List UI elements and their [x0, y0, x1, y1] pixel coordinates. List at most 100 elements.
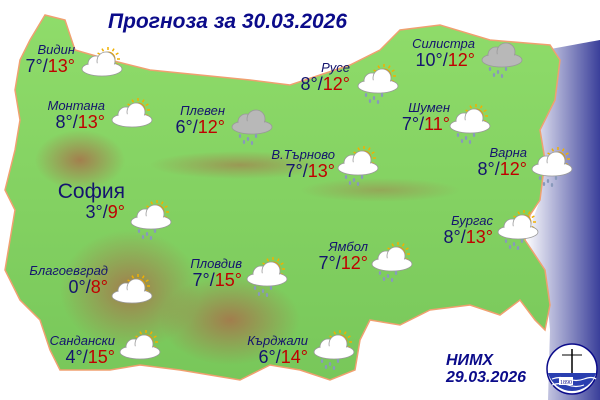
city-name: София: [57, 180, 125, 203]
raindrops-icon: [504, 239, 524, 250]
city-name: Русе: [321, 60, 350, 75]
temperature-range: 7°/13°: [285, 161, 335, 181]
min-temp: 7°: [401, 114, 420, 134]
city-name: Варна: [489, 145, 527, 160]
min-temp: 3°: [85, 202, 103, 222]
temperature-range: 8°/13°: [55, 112, 105, 132]
min-temp: 7°: [25, 56, 43, 76]
partly-cloudy-rain-weather-icon: [494, 208, 542, 250]
max-temp: 13°: [307, 161, 335, 181]
cloud-icon: [119, 334, 161, 360]
raindrops-icon: [488, 67, 508, 78]
min-temp: 6°: [175, 117, 193, 137]
partly-cloudy-rain-weather-icon: [127, 198, 175, 240]
temperature-range: 8°/12°: [477, 159, 527, 179]
cloud-icon: [481, 42, 523, 68]
raindrops-icon: [238, 134, 258, 145]
partly-cloudy-rain-weather-icon: [528, 145, 576, 187]
temperature-range: 8°/13°: [443, 227, 493, 247]
temperature-range: 7°/13°: [25, 56, 75, 76]
partly-cloudy-weather-icon: [108, 272, 156, 314]
max-temp: 12°: [447, 50, 475, 70]
max-temp: 11°: [424, 114, 450, 134]
min-temp: 7°: [318, 253, 336, 273]
temperature-range: 7°/11°: [401, 114, 450, 134]
temperature-range: 10°/12°: [415, 50, 475, 70]
agency-name: НИМХ: [446, 352, 494, 369]
raindrops-icon: [253, 286, 273, 297]
city-name: Видин: [37, 42, 75, 57]
max-temp: 12°: [197, 117, 225, 137]
cloud-icon: [111, 102, 153, 128]
city-name: Благоевград: [29, 263, 108, 278]
min-temp: 4°: [65, 347, 83, 367]
city-name: Шумен: [408, 100, 450, 115]
cloud-icon: [337, 150, 379, 176]
max-temp: 14°: [280, 347, 308, 367]
partly-cloudy-rain-weather-icon: [368, 240, 416, 282]
svg-text:1890: 1890: [560, 380, 572, 386]
max-temp: 12°: [340, 253, 368, 273]
city-name: Ямбол: [328, 239, 368, 254]
temperature-range: 4°/15°: [65, 347, 115, 367]
min-temp: 7°: [285, 161, 303, 181]
cloud-icon: [313, 334, 355, 360]
partly-cloudy-rain-weather-icon: [354, 62, 402, 104]
forecast-title: Прогноза за 30.03.2026: [108, 10, 348, 33]
temperature-range: 7°/12°: [318, 253, 368, 273]
issue-date: 29.03.2026: [446, 369, 527, 386]
city-name: Кърджали: [247, 333, 308, 348]
nimh-logo: 1890: [546, 343, 598, 395]
temperature-range: 7°/15°: [192, 270, 242, 290]
max-temp: 9°: [107, 202, 125, 222]
cloud-icon: [246, 261, 288, 287]
temperature-range: 8°/12°: [300, 74, 350, 94]
raindrops-icon: [344, 175, 364, 186]
raindrops-icon: [378, 271, 398, 282]
temperature-range: 6°/12°: [175, 117, 225, 137]
city-name: Бургас: [451, 213, 493, 228]
cloud-icon: [357, 68, 399, 94]
max-temp: 8°: [90, 277, 108, 297]
cloud-icon: [449, 108, 491, 134]
city-name: В.Търново: [271, 147, 335, 162]
min-temp: 10°: [415, 50, 443, 70]
max-temp: 12°: [499, 159, 527, 179]
cloud-icon: [497, 214, 539, 240]
partly-cloudy-weather-icon: [78, 45, 126, 87]
temperature-range: 3°/9°: [85, 202, 125, 222]
min-temp: 8°: [55, 112, 73, 132]
max-temp: 15°: [214, 270, 242, 290]
cloud-icon: [531, 151, 573, 177]
city-name: Плевен: [180, 103, 225, 118]
black-sea: [525, 40, 600, 400]
min-temp: 8°: [477, 159, 495, 179]
rain-weather-icon: [228, 103, 276, 145]
max-temp: 13°: [77, 112, 105, 132]
max-temp: 13°: [465, 227, 493, 247]
city-name: Силистра: [412, 36, 475, 51]
partly-cloudy-weather-icon: [108, 96, 156, 138]
city-name: Пловдив: [190, 256, 242, 271]
min-temp: 8°: [443, 227, 461, 247]
issuer-block: НИМХ 29.03.2026: [446, 352, 526, 386]
raindrops-icon: [538, 176, 558, 187]
min-temp: 8°: [300, 74, 318, 94]
cloud-icon: [111, 278, 153, 304]
partly-cloudy-rain-weather-icon: [334, 144, 382, 186]
min-temp: 7°: [192, 270, 210, 290]
partly-cloudy-rain-weather-icon: [446, 102, 494, 144]
max-temp: 15°: [87, 347, 115, 367]
temperature-range: 6°/14°: [258, 347, 308, 367]
raindrops-icon: [364, 93, 384, 104]
raindrops-icon: [320, 359, 340, 370]
max-temp: 12°: [322, 74, 350, 94]
min-temp: 0°: [68, 277, 86, 297]
temperature-range: 0°/8°: [68, 277, 108, 297]
max-temp: 13°: [47, 56, 75, 76]
rain-weather-icon: [478, 36, 526, 78]
city-name: Сандански: [49, 333, 115, 348]
partly-cloudy-rain-weather-icon: [310, 328, 358, 370]
city-name: Монтана: [47, 98, 105, 113]
cloud-icon: [231, 109, 273, 135]
